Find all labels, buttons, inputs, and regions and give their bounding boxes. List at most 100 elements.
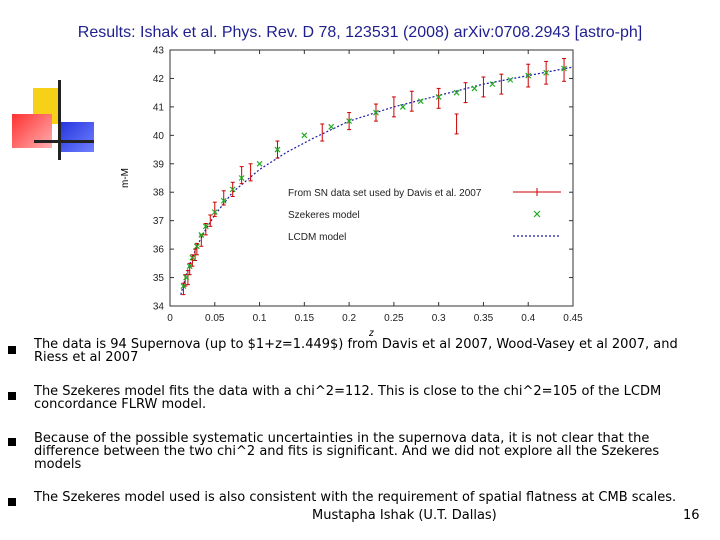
sn-data-point [221, 190, 226, 206]
bullet-marker [8, 438, 16, 446]
bullet-marker [8, 498, 16, 506]
szekeres-point [183, 274, 190, 281]
szekeres-point [220, 197, 227, 204]
marker-stroke [274, 146, 281, 153]
szekeres-point [229, 186, 236, 193]
bullet-marker [8, 392, 16, 400]
marker-stroke [202, 223, 209, 230]
marker-stroke [543, 69, 550, 76]
szekeres-point [399, 103, 406, 110]
marker-stroke [561, 65, 567, 72]
y-axis-label: m-M [120, 168, 131, 188]
marker-stroke [328, 123, 335, 130]
marker-stroke [301, 132, 308, 139]
szekeres-point [507, 76, 514, 83]
szekeres-point [186, 263, 193, 270]
sn-data-point [320, 123, 325, 142]
sn-data-point [463, 82, 468, 104]
sn-data-point [194, 242, 199, 256]
marker-stroke [211, 209, 218, 216]
marker-stroke [435, 94, 442, 100]
sn-data-point [391, 96, 396, 118]
marker-stroke [489, 81, 496, 88]
szekeres-point [561, 65, 567, 72]
y-tick-label: 43 [153, 46, 165, 57]
legend-label: Szekeres model [288, 210, 360, 221]
szekeres-point [211, 209, 218, 216]
footer-author: Mustapha Ishak (U.T. Dallas) [312, 508, 497, 523]
legend-label: From SN data set used by Davis et al. 20… [288, 188, 482, 199]
sn-data-point [499, 73, 504, 95]
y-tick-label: 36 [153, 245, 165, 256]
hubble-diagram-chart: 0 0.05 0.1 0.15 0.2 0.25 0.3 0.35 0.4 0.45 34 35 36 3… [120, 46, 583, 340]
lcdm-model-line [180, 66, 574, 295]
sn-data-point [409, 90, 414, 112]
szekeres-point [346, 118, 353, 125]
sn-data-point [248, 163, 253, 182]
x-tick-label: 0.3 [432, 313, 446, 324]
y-tick-label: 34 [153, 302, 165, 313]
szekeres-point [417, 98, 424, 105]
sn-data-point [239, 166, 244, 185]
x-tick-label: 0.35 [474, 313, 494, 324]
x-tick-label: 0.05 [205, 313, 225, 324]
szekeres-point [373, 109, 379, 116]
sn-data-point [208, 214, 213, 227]
szekeres-point [301, 132, 308, 139]
szekeres-point [471, 85, 478, 92]
marker-stroke [346, 118, 353, 125]
y-tick-label: 35 [153, 273, 165, 284]
marker-stroke [229, 186, 236, 193]
marker-stroke [238, 175, 245, 181]
marker-stroke [471, 85, 478, 92]
szekeres-point [238, 175, 245, 181]
y-tick-label: 41 [153, 102, 165, 113]
sn-data-point [203, 223, 208, 236]
szekeres-point [198, 231, 205, 238]
szekeres-point [435, 94, 442, 100]
x-tick-label: 0.4 [521, 313, 535, 324]
x-tick-label: 0.15 [295, 313, 315, 324]
marker-stroke [453, 89, 460, 96]
marker-stroke [180, 283, 187, 290]
horizontal-line [34, 140, 94, 143]
x-axis-label: z [368, 328, 374, 339]
sn-data-point [436, 87, 441, 109]
x-tick-label: 0.1 [253, 313, 267, 324]
szekeres-point [180, 283, 187, 290]
legend-swatch [533, 210, 541, 218]
y-tick-label: 38 [153, 188, 165, 199]
x-tick-label: 0.25 [384, 313, 404, 324]
x-tick-label: 0.45 [563, 313, 583, 324]
marker-stroke [373, 109, 379, 116]
x-tick-label: 0 [167, 313, 173, 324]
marker-stroke [507, 76, 514, 83]
marker-stroke [256, 160, 263, 167]
plot-frame [169, 49, 574, 307]
szekeres-point [202, 223, 209, 230]
marker-stroke [198, 231, 205, 238]
blue-square [58, 122, 94, 152]
szekeres-point [256, 160, 263, 167]
szekeres-point [328, 123, 335, 130]
marker-stroke [186, 263, 193, 270]
szekeres-point [193, 243, 200, 250]
marker-stroke [417, 98, 424, 105]
bullet-text: The Szekeres model used is also consiste… [34, 490, 677, 505]
bullet-marker [8, 346, 16, 354]
marker-stroke [189, 254, 196, 261]
y-tick-label: 37 [153, 216, 165, 227]
sn-data-point [454, 113, 459, 135]
bullet-text: Because of the possible systematic uncer… [34, 431, 660, 472]
szekeres-point [274, 146, 281, 153]
marker-stroke [399, 103, 406, 110]
y-tick-label: 39 [153, 159, 165, 170]
bullet-text: The Szekeres model fits the data with a … [34, 384, 662, 412]
szekeres-point [189, 254, 196, 261]
marker-stroke [193, 243, 200, 250]
sn-data-point [562, 58, 567, 82]
vertical-line [58, 80, 61, 160]
marker-stroke [220, 197, 227, 204]
y-tick-label: 40 [153, 131, 165, 142]
